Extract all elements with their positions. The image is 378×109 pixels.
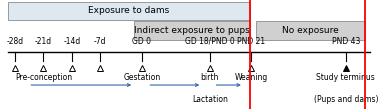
Text: No exposure: No exposure: [282, 26, 339, 35]
Bar: [256, 21, 365, 40]
Bar: [134, 21, 250, 40]
Text: PND 21: PND 21: [237, 37, 265, 46]
Bar: [8, 2, 250, 20]
Text: Study terminus: Study terminus: [316, 73, 375, 82]
Text: Lactation: Lactation: [192, 95, 228, 104]
Text: Indirect exposure to pups: Indirect exposure to pups: [134, 26, 250, 35]
Text: birth: birth: [201, 73, 219, 82]
Text: GD 0: GD 0: [132, 37, 151, 46]
Text: -7d: -7d: [94, 37, 107, 46]
Text: -21d: -21d: [35, 37, 52, 46]
Text: Exposure to dams: Exposure to dams: [88, 6, 169, 15]
Text: Weaning: Weaning: [235, 73, 268, 82]
Text: -14d: -14d: [63, 37, 81, 46]
Text: Pre-conception: Pre-conception: [15, 73, 72, 82]
Text: -28d: -28d: [6, 37, 24, 46]
Text: (Pups and dams): (Pups and dams): [314, 95, 378, 104]
Text: GD 18/PND 0: GD 18/PND 0: [185, 37, 235, 46]
Text: PND 43: PND 43: [332, 37, 360, 46]
Text: Gestation: Gestation: [123, 73, 160, 82]
